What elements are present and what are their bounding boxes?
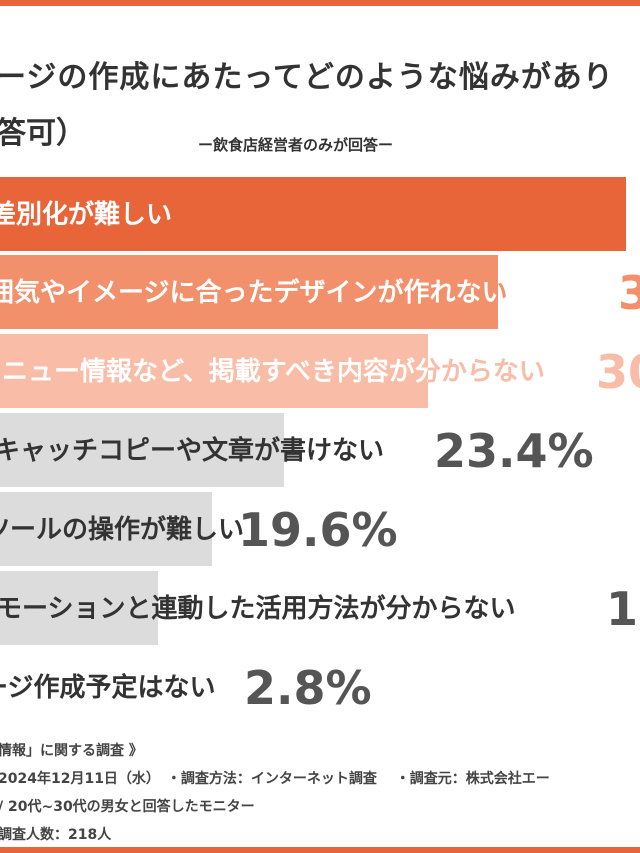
- bar-chart: 差別化が難しい雰囲気やイメージに合ったデザインが作れない雰囲気やイメージに合った…: [0, 177, 640, 715]
- category-label-2: 雰囲気やイメージに合ったデザインが作れない: [0, 277, 507, 308]
- bar-3: [0, 334, 428, 408]
- category-label-3: メニュー情報など、掲載すべき内容が分からない: [0, 356, 545, 387]
- footer-survey-name: 情報」に関する調査 》: [0, 743, 143, 759]
- value-label-6: 16: [606, 582, 640, 636]
- bottom-border: [0, 847, 640, 853]
- category-label-5: ツールの操作が難しい: [0, 514, 244, 545]
- value-label-5: 19.6%: [238, 503, 398, 557]
- category-label-1: 差別化が難しい: [0, 199, 172, 230]
- page-title: ージの作成にあたってどのような悩みがあり: [0, 60, 614, 95]
- category-label-7: ページ作成予定はない: [0, 672, 215, 703]
- category-label-inbar-3: メニュー情報など、掲載すべき内容が分からない: [0, 356, 545, 387]
- value-label-2: 3: [618, 266, 640, 320]
- footer-survey-target: / 20代~30代の男女と回答したモニター: [0, 799, 255, 815]
- page-subtitle: ー飲食店経営者のみが回答ー: [198, 136, 394, 154]
- category-label-6: プロモーションと連動した活用方法が分からない: [0, 593, 515, 624]
- footer-survey-count: 調査人数：218人: [0, 827, 112, 843]
- top-border: [0, 0, 640, 6]
- value-label-4: 23.4%: [434, 424, 594, 478]
- category-label-inbar-2: 雰囲気やイメージに合ったデザインが作れない: [0, 277, 507, 308]
- value-label-7: 2.8%: [244, 661, 372, 715]
- bar-6: [0, 571, 158, 645]
- page-title-line2: 答可）: [0, 116, 86, 151]
- footer-survey-period: 2024年12月11日（水） ・調査方法：インターネット調査 ・調査元：株式会社…: [0, 771, 550, 787]
- value-label-3: 30: [596, 345, 640, 399]
- bar-1: [0, 177, 626, 251]
- bar-2: [0, 255, 498, 329]
- category-label-4: キャッチコピーや文章が書けない: [0, 435, 384, 466]
- bar-4: [0, 413, 284, 487]
- bar-5: [0, 492, 212, 566]
